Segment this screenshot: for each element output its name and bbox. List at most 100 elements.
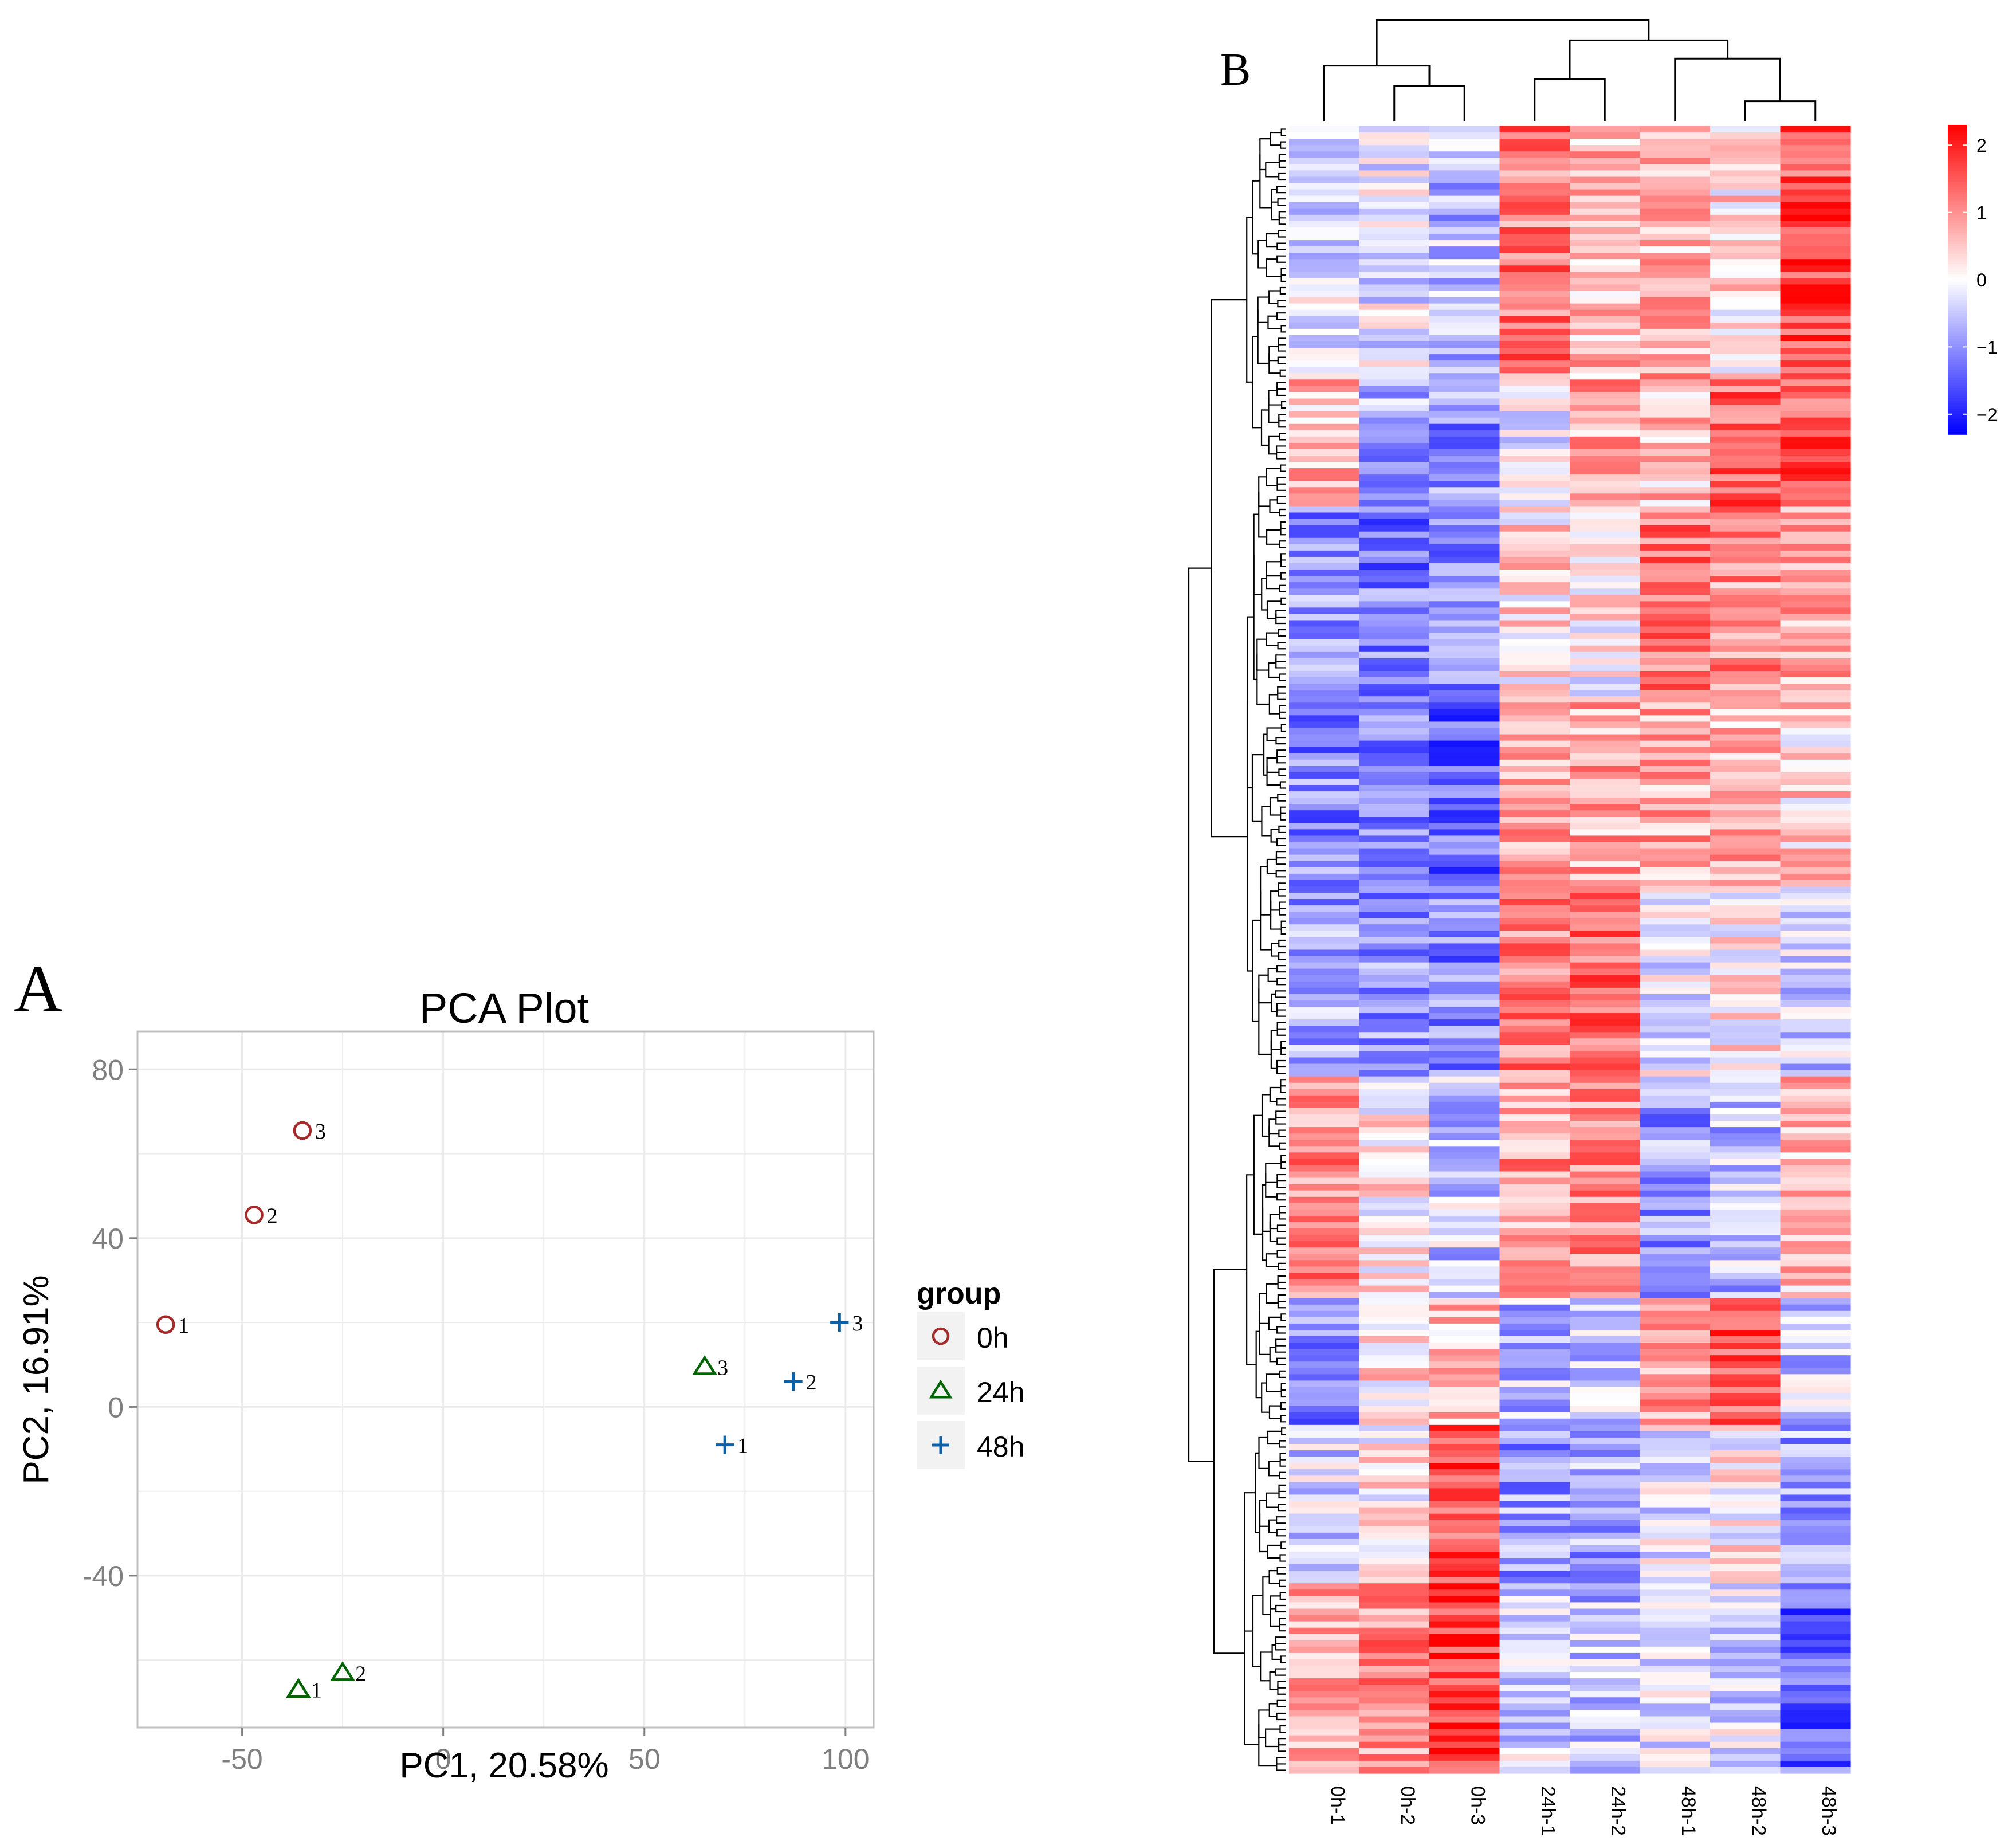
heatmap-cell [1640, 265, 1711, 272]
heatmap-cell [1499, 1722, 1570, 1730]
heatmap-cell [1710, 202, 1781, 209]
heatmap-cell [1710, 246, 1781, 253]
heatmap-cell [1570, 468, 1641, 475]
colorbar-step [1948, 290, 1967, 293]
panel-a-letter: A [14, 951, 62, 1026]
heatmap-cell [1710, 1228, 1781, 1235]
heatmap-cell [1499, 1564, 1570, 1571]
heatmap-cell [1429, 481, 1500, 488]
heatmap-cell [1499, 684, 1570, 690]
colorbar-step [1948, 251, 1967, 254]
heatmap-cell [1429, 1095, 1500, 1102]
colorbar-step [1948, 199, 1967, 203]
heatmap-cell [1359, 601, 1430, 608]
heatmap-row [1289, 132, 1851, 139]
heatmap-cell [1570, 664, 1641, 672]
heatmap-cell [1359, 309, 1430, 317]
heatmap-cell [1710, 398, 1781, 406]
heatmap-cell [1710, 1329, 1781, 1337]
heatmap-cell [1499, 398, 1570, 406]
heatmap-cell [1780, 487, 1851, 494]
colorbar-step [1948, 225, 1967, 229]
heatmap-cell [1429, 1076, 1500, 1084]
heatmap-cell [1570, 804, 1641, 811]
heatmap-cell [1499, 1196, 1570, 1204]
heatmap-cell [1710, 620, 1781, 627]
heatmap-cell [1570, 1482, 1641, 1489]
heatmap-cell [1359, 468, 1430, 475]
heatmap-cell [1780, 664, 1851, 672]
legend-label-0h: 0h [977, 1322, 1009, 1354]
heatmap-cell [1289, 1583, 1360, 1590]
heatmap-cell [1359, 436, 1430, 443]
heatmap-cell [1289, 1602, 1360, 1610]
heatmap-cell [1710, 658, 1781, 665]
heatmap-cell [1640, 1368, 1711, 1375]
heatmap-cell [1780, 943, 1851, 951]
heatmap-cell [1780, 1323, 1851, 1330]
heatmap-cell [1710, 126, 1781, 133]
heatmap-cell [1429, 582, 1500, 589]
heatmap-cell [1640, 1019, 1711, 1026]
heatmap-cell [1710, 1051, 1781, 1058]
heatmap-cell [1429, 645, 1500, 653]
row-dendrogram-branch [1275, 870, 1286, 878]
heatmap-cell [1429, 1317, 1500, 1324]
heatmap-row [1289, 1045, 1851, 1052]
heatmap-cell [1640, 170, 1711, 178]
pca-grid [137, 1031, 874, 1728]
heatmap-cell [1499, 1412, 1570, 1419]
heatmap-cell [1780, 531, 1851, 539]
heatmap-cell [1780, 1051, 1851, 1058]
row-dendrogram-branch [1278, 417, 1286, 428]
heatmap-cell [1780, 588, 1851, 595]
heatmap-cell [1499, 994, 1570, 1001]
heatmap-cell [1499, 1691, 1570, 1698]
heatmap-cell [1499, 1457, 1570, 1463]
row-dendrogram-branch [1279, 433, 1286, 441]
heatmap-cell [1640, 1057, 1711, 1065]
heatmap-cell [1710, 1177, 1781, 1185]
heatmap-cell [1640, 1634, 1711, 1641]
heatmap-cell [1289, 1716, 1360, 1724]
heatmap-cell [1570, 456, 1641, 462]
heatmap-cell [1570, 487, 1641, 494]
row-dendrogram-branch [1270, 900, 1282, 930]
heatmap-row [1289, 1437, 1851, 1444]
heatmap-row [1289, 1108, 1851, 1115]
heatmap-cell [1359, 1608, 1430, 1616]
heatmap-cell [1499, 639, 1570, 646]
heatmap-cell [1640, 677, 1711, 684]
heatmap-cell [1570, 462, 1641, 469]
heatmap-cell [1499, 405, 1570, 412]
colorbar-step [1948, 375, 1967, 378]
colorbar-step [1948, 326, 1967, 329]
heatmap-cell [1570, 1545, 1641, 1552]
heatmap-cell [1289, 1672, 1360, 1679]
colorbar-step [1948, 146, 1967, 149]
heatmap-cell [1780, 817, 1851, 823]
heatmap-row [1289, 1571, 1851, 1577]
heatmap-row [1289, 1501, 1851, 1508]
heatmap-cell [1499, 1019, 1570, 1026]
heatmap-cell [1710, 721, 1781, 729]
heatmap-cell [1499, 335, 1570, 342]
heatmap-cell [1289, 227, 1360, 234]
heatmap-cell [1640, 233, 1711, 241]
heatmap-cell [1429, 227, 1500, 234]
heatmap-cell [1499, 1260, 1570, 1267]
heatmap-cell [1570, 1608, 1641, 1616]
heatmap-cell [1710, 354, 1781, 361]
heatmap-cell [1710, 303, 1781, 311]
heatmap-cell [1289, 785, 1360, 792]
heatmap-row [1289, 570, 1851, 576]
heatmap-cell [1640, 690, 1711, 697]
heatmap-cell [1780, 164, 1851, 171]
heatmap-cell [1499, 1184, 1570, 1191]
heatmap-cell [1710, 208, 1781, 215]
heatmap-cell [1359, 1729, 1430, 1736]
column-labels: 0h-1 0h-2 0h-3 24h-1 24h-2 48h-1 48h-2 48h-3 [1326, 1786, 1840, 1836]
heatmap-row [1289, 145, 1851, 152]
heatmap-cell [1780, 1627, 1851, 1635]
heatmap-cell [1429, 588, 1500, 595]
